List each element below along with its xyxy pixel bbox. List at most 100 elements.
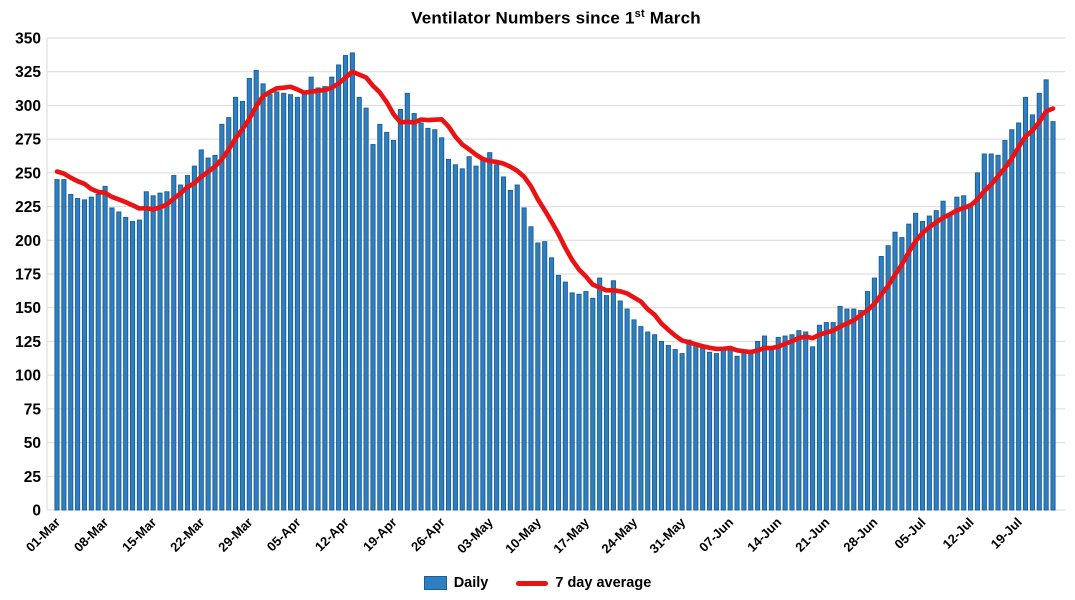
bar — [239, 100, 246, 511]
bar — [253, 69, 259, 511]
bar — [226, 117, 232, 511]
bar — [528, 226, 534, 511]
bar — [109, 207, 115, 511]
bar — [178, 184, 184, 511]
bar — [1036, 92, 1042, 511]
y-tick-label: 275 — [15, 132, 41, 149]
bar — [638, 326, 644, 511]
bar — [143, 191, 149, 511]
bar — [500, 176, 507, 511]
bar — [1009, 129, 1015, 511]
y-tick-label: 100 — [15, 368, 41, 385]
x-tick-label: 01-Mar — [23, 515, 63, 555]
bar — [377, 123, 383, 511]
bar — [164, 191, 170, 511]
y-tick-label: 0 — [32, 503, 41, 520]
x-tick-label: 05-Jul — [891, 515, 928, 552]
bar — [940, 200, 946, 511]
bar — [184, 175, 191, 511]
bar — [322, 86, 328, 511]
bar — [102, 185, 108, 511]
bar — [116, 211, 122, 511]
bar — [995, 154, 1001, 511]
bar — [624, 308, 630, 511]
bar — [919, 220, 926, 511]
chart-title-ordinal: st — [634, 8, 645, 20]
bar — [569, 292, 575, 511]
bar — [1016, 122, 1022, 511]
bar — [899, 237, 905, 511]
bar — [741, 351, 747, 511]
bar — [988, 153, 994, 511]
chart-title-text: Ventilator Numbers since 1 — [411, 8, 635, 28]
y-tick-label: 300 — [15, 98, 41, 115]
bar — [968, 203, 974, 511]
bar — [748, 353, 754, 511]
bar — [700, 347, 706, 511]
x-tick-label: 24-May — [598, 514, 640, 556]
bar — [95, 193, 101, 511]
bar — [645, 331, 651, 511]
bar — [810, 346, 816, 511]
bar — [768, 349, 774, 511]
x-tick-label: 17-May — [550, 514, 592, 556]
bar — [130, 220, 136, 511]
bar — [418, 122, 424, 511]
bar — [672, 349, 678, 511]
bar — [219, 123, 225, 511]
bar — [631, 319, 637, 511]
x-tick-label: 03-May — [454, 514, 496, 556]
bar — [308, 76, 314, 511]
bar — [947, 212, 953, 511]
bar — [610, 280, 616, 511]
bar — [542, 241, 548, 511]
bar — [349, 52, 355, 511]
bar — [761, 335, 768, 511]
bar — [123, 216, 129, 511]
bar — [830, 322, 836, 511]
bar — [1002, 140, 1008, 511]
bar — [391, 140, 397, 511]
bar — [549, 257, 555, 511]
bar — [397, 109, 404, 511]
bar — [734, 355, 740, 511]
bar — [906, 223, 912, 511]
bar — [294, 96, 300, 511]
bar — [597, 277, 603, 511]
bar — [871, 277, 877, 511]
bar — [274, 91, 280, 511]
x-tick-label: 10-May — [502, 514, 544, 556]
bar — [301, 92, 307, 511]
x-tick-label: 12-Jul — [940, 515, 977, 552]
chart-title: Ventilator Numbers since 1st March — [47, 8, 1065, 29]
bar — [583, 291, 589, 511]
bar — [514, 184, 520, 511]
bar — [885, 245, 891, 511]
bar — [81, 199, 88, 511]
bar — [1022, 96, 1029, 511]
bar — [693, 345, 699, 511]
bar — [212, 154, 218, 511]
bar — [336, 64, 342, 511]
y-tick-label: 125 — [15, 334, 41, 351]
bar — [720, 347, 726, 511]
bar — [432, 129, 438, 511]
bar — [315, 87, 321, 511]
x-tick-label: 31-May — [646, 514, 688, 556]
bar — [535, 242, 541, 511]
bar — [439, 137, 445, 511]
bar — [157, 192, 163, 511]
bar — [858, 309, 864, 511]
bar — [933, 210, 939, 511]
bar — [926, 215, 932, 511]
bar — [1050, 121, 1056, 511]
bar — [954, 196, 960, 511]
bar — [480, 158, 486, 511]
bar — [75, 198, 81, 511]
x-tick-label: 19-Apr — [360, 515, 400, 555]
bar — [707, 351, 713, 511]
bar — [851, 308, 857, 511]
y-tick-label: 175 — [15, 267, 41, 284]
bar — [246, 78, 252, 511]
y-tick-label: 350 — [15, 31, 41, 48]
